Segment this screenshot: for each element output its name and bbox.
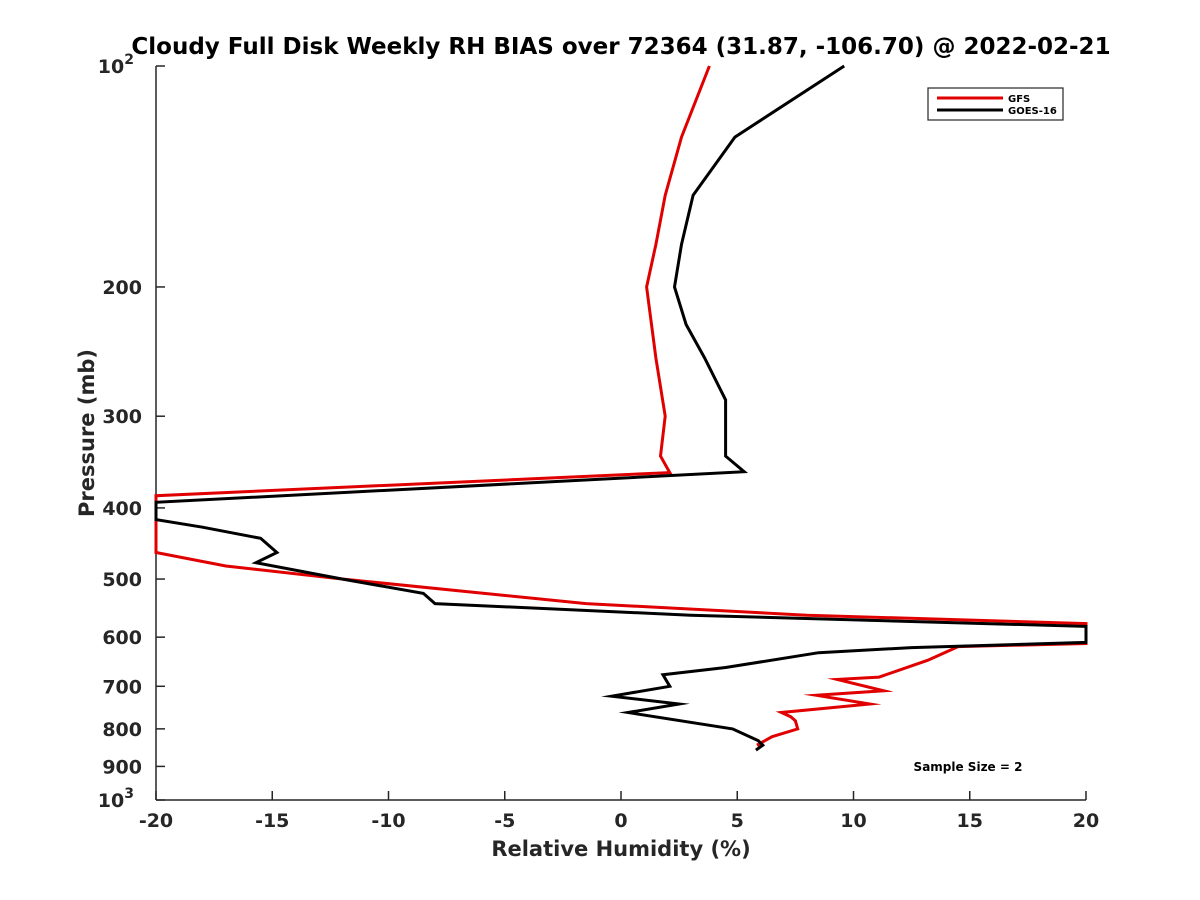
legend-box <box>927 87 1064 121</box>
chart-title: Cloudy Full Disk Weekly RH BIAS over 723… <box>131 34 1110 60</box>
legend-label: GOES-16 <box>1008 106 1057 117</box>
y-axis-label: Pressure (mb) <box>75 349 99 517</box>
y-tick-label: 103 <box>98 786 134 812</box>
y-tick-label: 200 <box>102 277 142 299</box>
x-tick-label: 15 <box>957 810 983 832</box>
x-tick-label: -15 <box>255 810 289 832</box>
x-tick-label: 20 <box>1073 810 1099 832</box>
plot-area: -20 -15 -10 -5 0 5 10 15 20 102 200 300 400 500 600 700… <box>98 52 1099 832</box>
y-tick-label: 500 <box>102 569 142 591</box>
sample-size-annotation: Sample Size = 2 <box>914 760 1023 774</box>
x-tick-label: -10 <box>371 810 405 832</box>
y-tick-label: 900 <box>102 756 142 778</box>
series-line-goes-16 <box>154 64 1088 752</box>
x-axis-label: Relative Humidity (%) <box>491 837 750 861</box>
y-tick-label: 300 <box>102 406 142 428</box>
y-tick-label: 102 <box>98 52 134 78</box>
y-tick-label: 800 <box>102 719 142 741</box>
x-tick-label: 5 <box>731 810 744 832</box>
x-tick-label: -5 <box>494 810 515 832</box>
series-line-gfs <box>154 65 1088 749</box>
x-tick-label: 10 <box>840 810 866 832</box>
y-tick-label: 700 <box>102 676 142 698</box>
y-tick-label: 600 <box>102 627 142 649</box>
x-tick-label: 0 <box>614 810 627 832</box>
legend-label: GFS <box>1008 94 1030 105</box>
x-tick-label: -20 <box>139 810 173 832</box>
y-tick-label: 400 <box>102 498 142 520</box>
